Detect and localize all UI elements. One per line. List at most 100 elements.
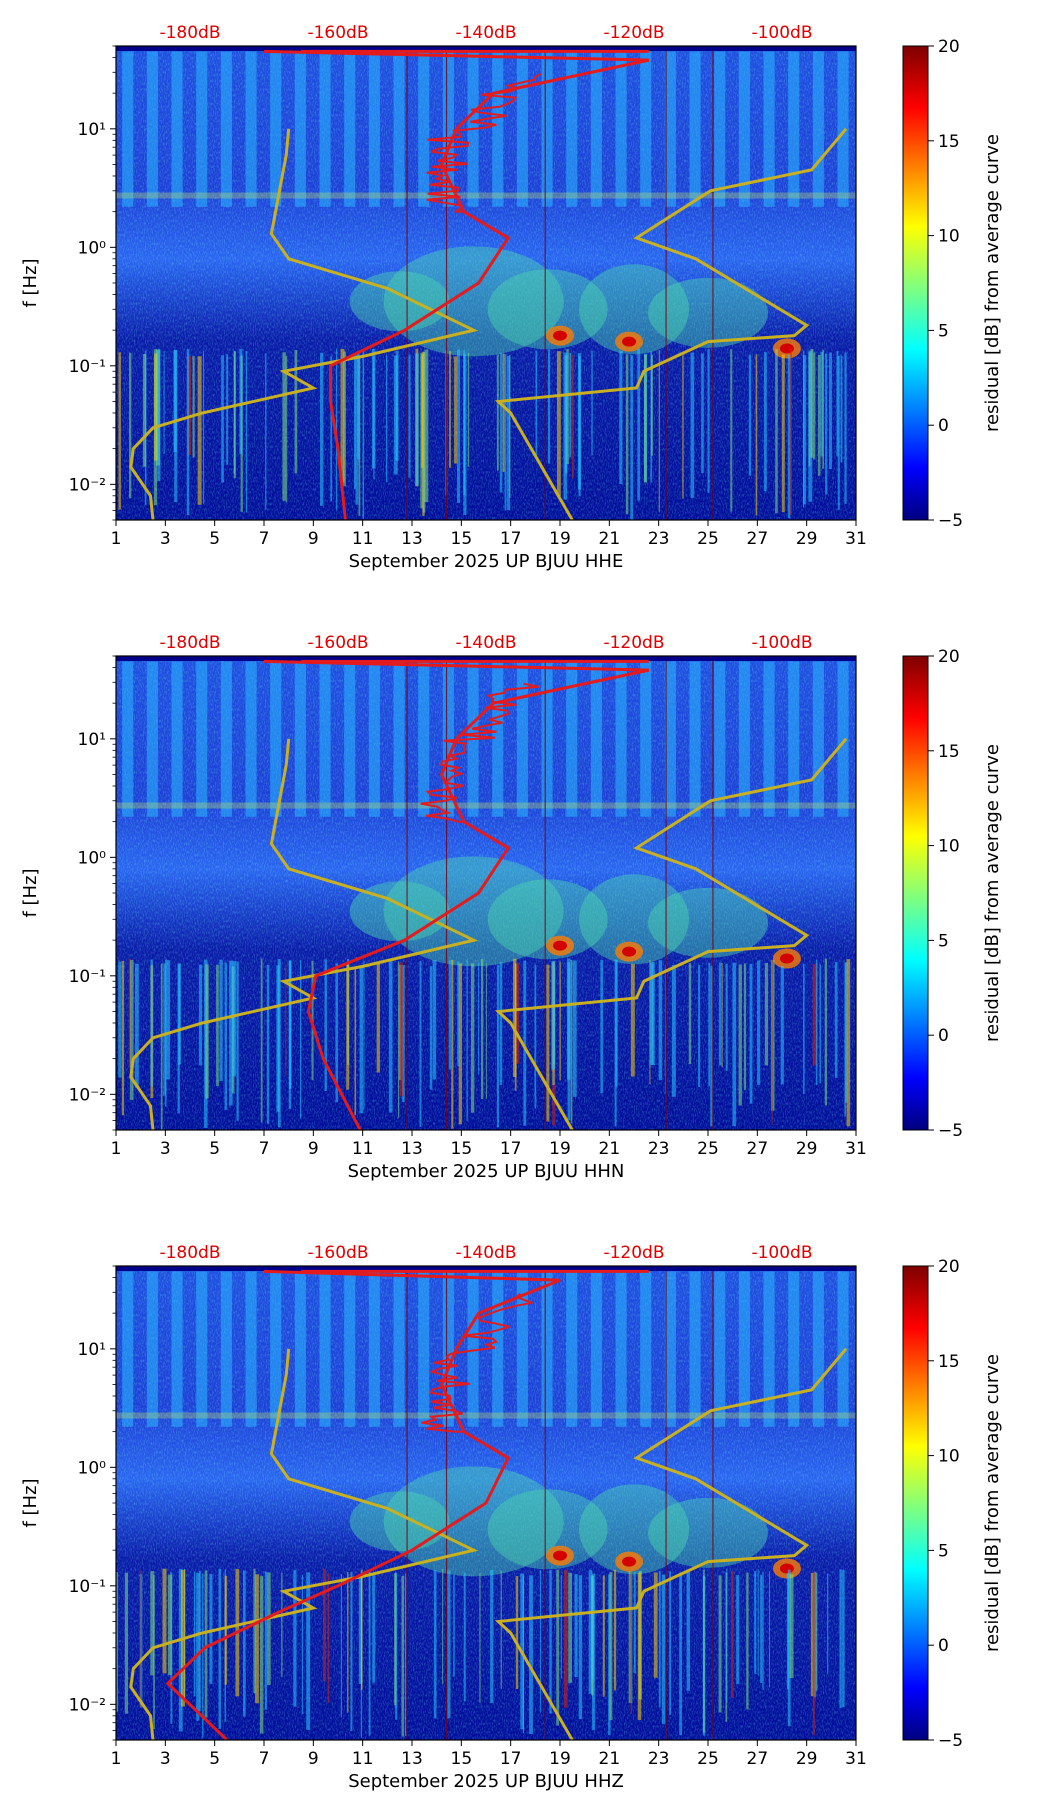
event-streak [281,1573,283,1678]
daily-band [788,51,800,207]
daily-band [492,661,504,817]
event-streak [454,356,458,464]
event-streak [306,1572,311,1730]
x-tick-label: 5 [209,529,220,549]
daily-band [492,1271,504,1427]
event-streak [613,1570,617,1691]
event-streak [202,350,205,504]
event-streak [502,353,505,473]
event-streak [192,355,195,458]
event-streak [209,1573,213,1684]
event-streak [757,960,761,1085]
daily-band [664,51,676,207]
event-streak [236,961,239,1121]
x-tick-label: 15 [451,1749,473,1769]
event-streak [771,959,773,1126]
event-streak [810,349,814,458]
event-streak [669,1571,672,1715]
event-streak [825,353,828,495]
x-tick-label: 23 [648,529,670,549]
event-streak [630,963,635,1077]
event-streak [566,958,571,1080]
event-streak [504,353,507,511]
event-streak [124,1572,129,1714]
event-streak [401,965,405,1103]
event-streak [360,1569,363,1690]
daily-band [146,1271,158,1427]
y-tick-label: 10⁻² [69,475,106,495]
event-streak [572,960,577,1097]
event-streak [376,963,380,1073]
x-tick-label: 31 [845,529,867,549]
microseism-blob [383,1466,564,1577]
event-streak [707,348,710,493]
band-2-5hz [116,1412,856,1419]
x-tick-label: 9 [308,1139,319,1159]
event-streak [754,1571,757,1674]
microseism-blob [349,1491,450,1552]
daily-band [541,51,553,207]
event-streak [405,1573,407,1737]
event-streak [608,1574,611,1736]
hot-spot-core [553,330,567,341]
event-streak [330,356,333,502]
event-streak [324,959,327,1092]
event-streak [204,1570,208,1718]
event-streak [128,958,131,1067]
event-streak [822,349,824,469]
daily-band [393,1271,405,1427]
event-streak [264,1571,267,1710]
event-streak [757,1569,759,1676]
x-tick-label: 15 [451,529,473,549]
spectrogram-area [116,46,856,520]
colorbar-gradient [902,655,929,1131]
event-streak [178,1568,183,1732]
event-streak [846,959,851,1127]
daily-band [467,1271,479,1427]
x-tick-label: 15 [451,1139,473,1159]
db-scale-label: -100dB [751,1243,812,1263]
daily-band [492,51,504,207]
daily-band [122,661,134,817]
microseism-blob [579,874,689,965]
event-streak [837,355,840,510]
event-streak [394,1573,397,1706]
noise-curve [165,1269,561,1740]
event-streak [845,962,848,1103]
daily-band [566,1271,578,1427]
event-streak [121,960,125,1116]
event-streak [813,352,816,460]
daily-band [220,51,232,207]
event-streak [282,352,286,501]
daily-band [319,1271,331,1427]
daily-band [220,661,232,817]
event-streak [515,1576,519,1690]
event-streak [202,1573,204,1738]
daily-band [590,1271,602,1427]
event-streak [285,355,288,503]
daily-band [837,51,849,207]
x-tick-label: 1 [111,1749,122,1769]
daily-band [442,51,454,207]
event-streak [134,963,139,1088]
event-streak [736,1575,740,1684]
event-streak [372,1574,376,1683]
x-tick-label: 25 [697,529,719,549]
colorbar-tick-label: −5 [938,1731,963,1751]
event-streak [748,354,752,476]
x-tick-label: 27 [747,1139,769,1159]
daily-band [368,661,380,817]
band-2-5hz [116,802,856,809]
event-streak [116,1572,119,1712]
event-streak [817,355,821,476]
event-streak [323,1568,326,1682]
daily-band [368,51,380,207]
event-streak [408,354,411,478]
event-streak [760,1574,763,1684]
daily-band [837,1271,849,1427]
db-scale-label: -120dB [603,23,664,43]
hot-spot-core [622,1556,637,1567]
y-tick-label: 10⁻¹ [69,1577,106,1597]
